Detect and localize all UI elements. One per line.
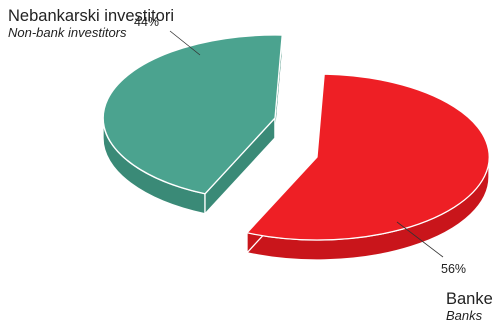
pie-slice-nonbank: [102, 34, 283, 215]
label-nonbank-local: Nebankarski investitori: [8, 7, 174, 25]
value-label-bank: 56%: [441, 262, 466, 276]
legend-label-nonbank: Nebankarski investitori Non-bank investi…: [8, 7, 174, 41]
label-bank-english: Banks: [446, 307, 483, 323]
label-bank-local: Banke: [446, 290, 493, 308]
pie-slice-bank: [246, 73, 490, 261]
legend-label-bank: Banke Banks: [446, 290, 493, 324]
pie-top-nonbank: [102, 34, 283, 195]
value-label-nonbank: 44%: [134, 15, 159, 29]
label-nonbank-english: Non-bank investitors: [8, 24, 127, 40]
pie-top-bank: [246, 73, 490, 241]
leader-line-bank: [396, 221, 444, 258]
leader-line-nonbank: [169, 30, 201, 56]
